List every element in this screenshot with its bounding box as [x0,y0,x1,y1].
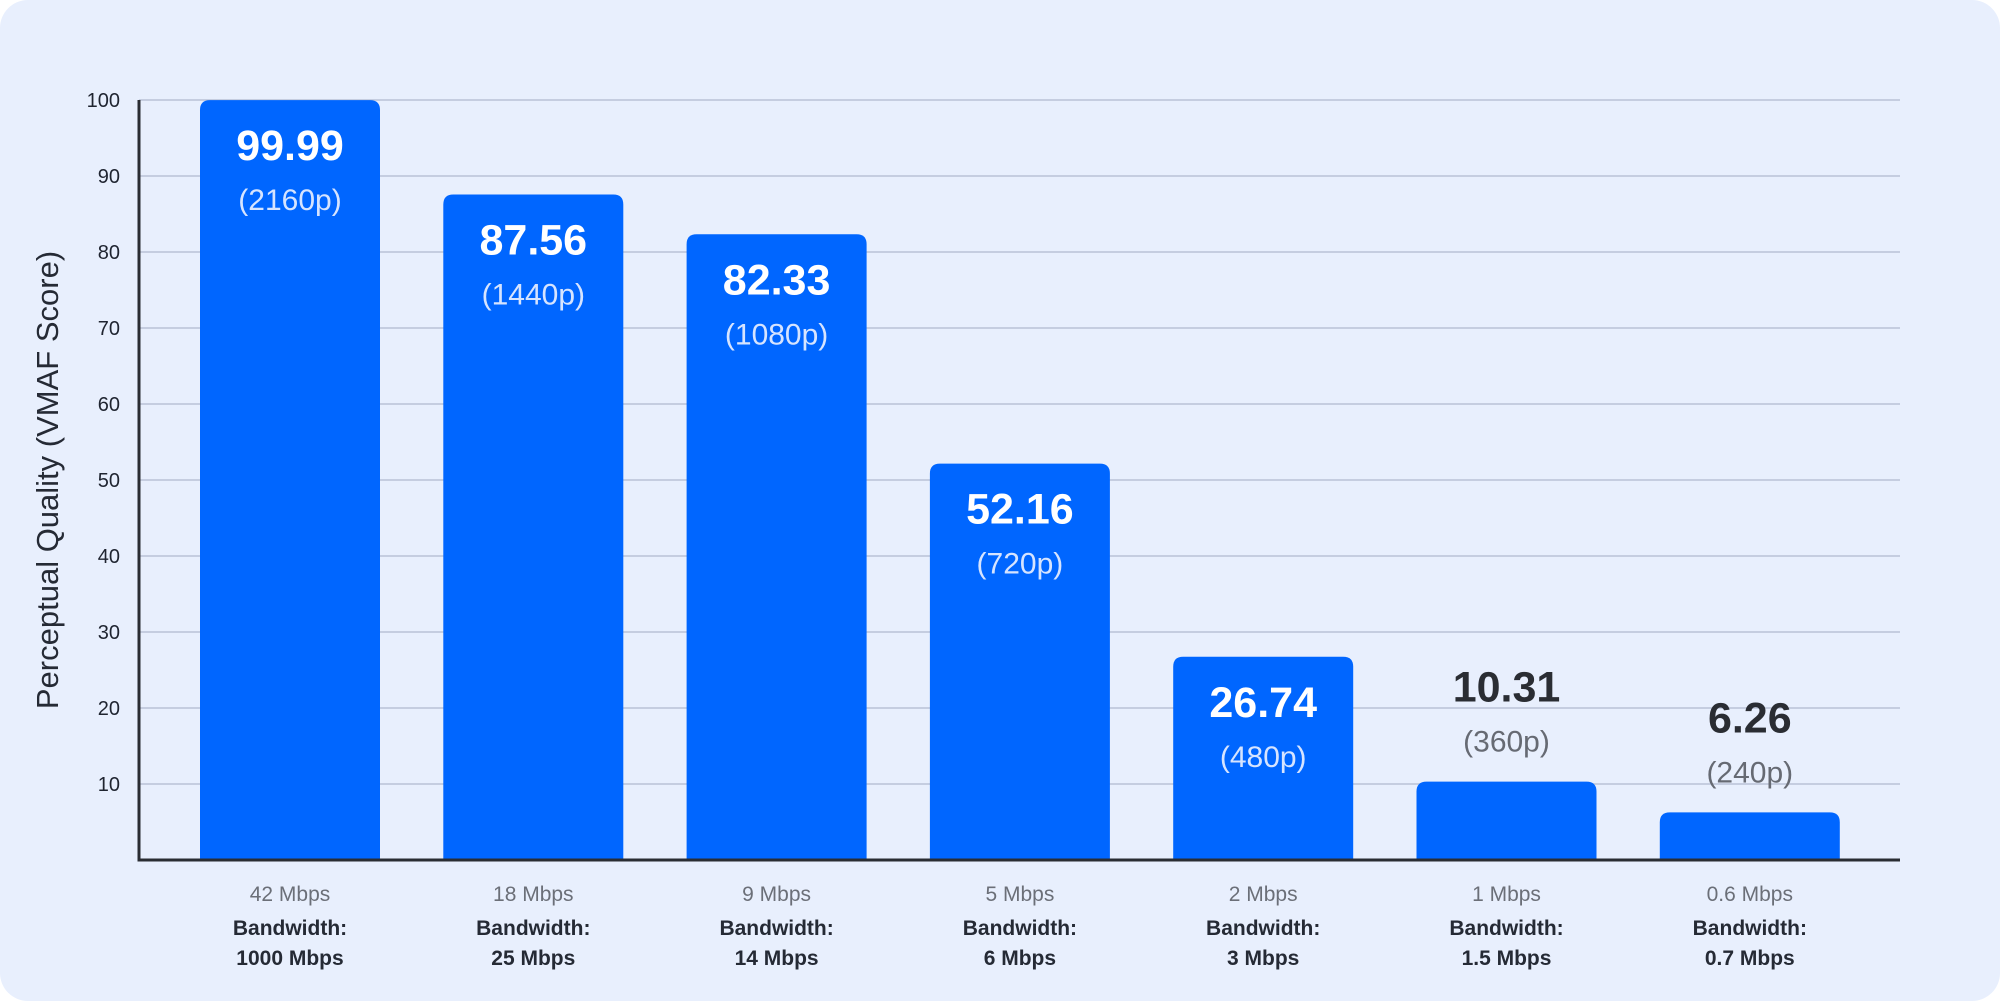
y-tick-label: 50 [98,470,120,492]
y-tick-label: 80 [98,242,120,264]
bar [929,463,1110,860]
x-category-label: 2 Mbps [1229,883,1298,906]
y-tick-label: 10 [98,774,120,796]
bar [1416,781,1597,860]
bandwidth-value-label: 0.7 Mbps [1705,947,1795,970]
x-category-label: 1 Mbps [1472,883,1541,906]
y-tick-label: 40 [98,546,120,568]
bar-resolution-label: (1080p) [725,318,828,351]
bandwidth-value-label: 1000 Mbps [236,947,343,970]
y-tick-label: 60 [98,394,120,416]
bar-value-label: 26.74 [1209,679,1317,727]
bandwidth-title-label: Bandwidth: [719,917,833,940]
bar-value-label: 10.31 [1453,664,1561,712]
bandwidth-title-label: Bandwidth: [963,917,1077,940]
bar [1659,812,1840,860]
bar-value-label: 87.56 [479,217,587,265]
y-axis-ticks: 10 20 30 40 50 60 70 80 90 100 [87,90,120,796]
bandwidth-title-label: Bandwidth: [1449,917,1563,940]
bandwidth-title-label: Bandwidth: [1206,917,1320,940]
x-category-label: 42 Mbps [250,883,331,906]
bar-value-label: 82.33 [723,256,831,304]
bar-value-label: 6.26 [1708,694,1792,742]
y-tick-label: 70 [98,318,120,340]
bar [443,194,624,860]
bar-resolution-label: (720p) [977,548,1064,581]
bar [1173,656,1354,860]
y-tick-label: 90 [98,166,120,188]
bandwidth-value-label: 6 Mbps [984,947,1056,970]
bar-value-label: 99.99 [236,122,344,170]
bar-resolution-label: (240p) [1706,756,1793,789]
bar-resolution-label: (1440p) [482,279,585,312]
x-category-label: 5 Mbps [985,883,1054,906]
y-axis-title: Perceptual Quality (VMAF Score) [30,251,65,709]
y-tick-label: 20 [98,698,120,720]
bar-resolution-label: (2160p) [238,184,341,217]
bars [200,100,1840,861]
bar [686,234,867,861]
bandwidth-value-label: 14 Mbps [735,947,819,970]
bar-resolution-label: (480p) [1220,741,1307,774]
bandwidth-title-label: Bandwidth: [1693,917,1807,940]
bar-resolution-label: (360p) [1463,726,1550,759]
x-axis-labels: 42 Mbps Bandwidth: 1000 Mbps 18 Mbps Bandwid… [233,883,1807,970]
bar [200,100,380,861]
bar-value-label: 52.16 [966,486,1074,534]
axes [137,100,1900,862]
bar-labels: 99.99 (2160p) 87.56 (1440p) 82.33 (1080p) 52.1… [236,122,1793,789]
x-category-label: 9 Mbps [742,883,811,906]
y-tick-label: 100 [87,90,120,112]
y-tick-label: 30 [98,622,120,644]
x-category-label: 0.6 Mbps [1707,883,1793,906]
bandwidth-title-label: Bandwidth: [476,917,590,940]
bandwidth-title-label: Bandwidth: [233,917,347,940]
x-category-label: 18 Mbps [493,883,574,906]
bandwidth-value-label: 25 Mbps [491,947,575,970]
bandwidth-value-label: 1.5 Mbps [1462,947,1552,970]
bandwidth-value-label: 3 Mbps [1227,947,1299,970]
